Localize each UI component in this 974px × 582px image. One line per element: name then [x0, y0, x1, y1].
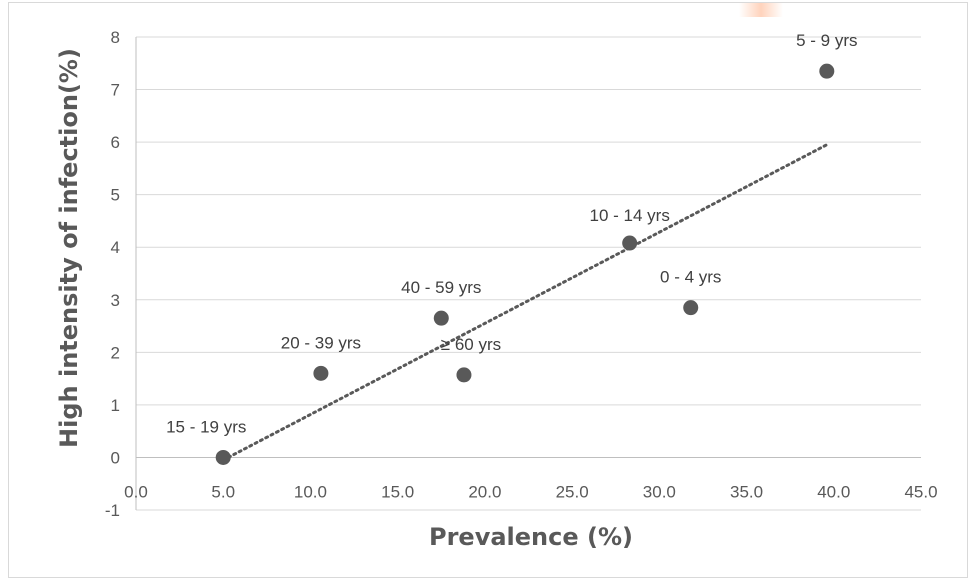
- trendline: [221, 143, 829, 462]
- data-point: [456, 367, 472, 383]
- x-tick-label: 10.0: [294, 482, 327, 501]
- y-tick-label: 3: [111, 291, 120, 310]
- decorative-accent-mark: [739, 3, 783, 17]
- gridlines: [136, 36, 921, 511]
- y-tick-label: 6: [111, 133, 120, 152]
- chart-frame: -1 0 1 2 3 4 5 6 7 8 0.0 5.0 10.0 15.0 20.0 25.0 30.0 35.…: [8, 2, 968, 578]
- data-point: [819, 63, 835, 79]
- data-label: 40 - 59 yrs: [401, 278, 481, 297]
- scatter-chart: -1 0 1 2 3 4 5 6 7 8 0.0 5.0 10.0 15.0 20.0 25.0 30.0 35.…: [55, 28, 938, 551]
- y-tick-label: -1: [105, 501, 120, 520]
- axes: -1 0 1 2 3 4 5 6 7 8 0.0 5.0 10.0 15.0 20.0 25.0 30.0 35.…: [105, 28, 938, 520]
- data-label: 10 - 14 yrs: [590, 206, 670, 225]
- y-tick-label: 4: [111, 238, 120, 257]
- data-label: 0 - 4 yrs: [660, 268, 721, 287]
- data-point: [313, 365, 329, 381]
- y-tick-label: 1: [111, 396, 120, 415]
- x-tick-label: 45.0: [904, 482, 937, 501]
- data-point: [622, 235, 638, 251]
- x-tick-label: 20.0: [468, 482, 501, 501]
- x-tick-label: 5.0: [211, 482, 235, 501]
- data-points: [215, 63, 835, 465]
- data-point: [215, 449, 231, 465]
- x-tick-label: 40.0: [817, 482, 850, 501]
- point-labels: 0 - 4 yrs 5 - 9 yrs 10 - 14 yrs 15 - 19 yrs…: [166, 31, 857, 436]
- x-tick-label: 25.0: [556, 482, 589, 501]
- y-tick-label: 2: [111, 343, 120, 362]
- data-label: 5 - 9 yrs: [796, 31, 857, 50]
- y-tick-label: 8: [111, 28, 120, 47]
- data-label: ≥ 60 yrs: [441, 335, 501, 354]
- data-point: [683, 300, 699, 316]
- data-label: 15 - 19 yrs: [166, 417, 246, 436]
- y-tick-label: 5: [111, 186, 120, 205]
- data-point: [433, 310, 449, 326]
- x-tick-label: 0.0: [124, 482, 148, 501]
- y-axis-title: High intensity of infection(%): [55, 48, 83, 448]
- y-tick-label: 0: [111, 448, 120, 467]
- x-tick-label: 15.0: [381, 482, 414, 501]
- data-label: 20 - 39 yrs: [281, 333, 361, 352]
- y-tick-label: 7: [111, 81, 120, 100]
- trendline-layer: [221, 143, 829, 462]
- x-tick-label: 30.0: [643, 482, 676, 501]
- x-tick-label: 35.0: [730, 482, 763, 501]
- x-axis-title: Prevalence (%): [429, 523, 633, 551]
